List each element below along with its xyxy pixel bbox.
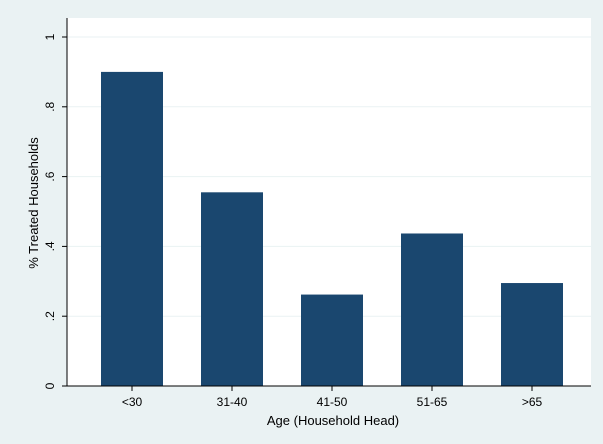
y-axis: 0 .2 .4 .6 .8 1 — [43, 18, 68, 389]
bars — [101, 71, 563, 387]
x-tick-label: 31-40 — [217, 395, 248, 409]
x-tick-label: 41-50 — [317, 395, 348, 409]
bar — [201, 192, 263, 386]
y-tick-label: 1 — [43, 33, 57, 40]
x-tick-label: <30 — [122, 395, 143, 409]
y-tick-label: .2 — [43, 311, 57, 321]
bar — [501, 283, 563, 386]
x-tick-label: 51-65 — [417, 395, 448, 409]
x-axis-title: Age (Household Head) — [267, 413, 399, 428]
y-axis-title: % Treated Households — [26, 137, 41, 269]
bar — [101, 71, 163, 387]
y-tick-label: .4 — [43, 241, 57, 251]
y-tick-label: .8 — [43, 101, 57, 111]
x-axis: <30 31-40 41-50 51-65 >65 — [67, 385, 591, 409]
x-tick-label: >65 — [522, 395, 543, 409]
bar — [401, 233, 463, 386]
bar — [301, 294, 363, 386]
y-tick-label: 0 — [43, 382, 57, 389]
y-tick-label: .6 — [43, 171, 57, 181]
